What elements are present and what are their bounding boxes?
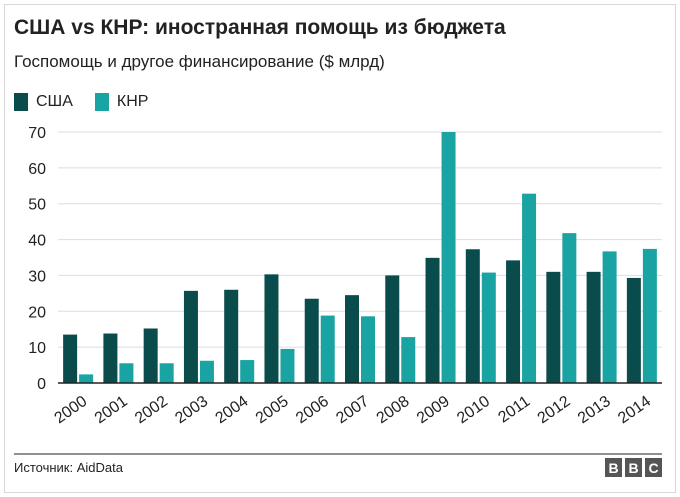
- x-tick-label: 2004: [213, 393, 252, 427]
- bar-china: [642, 248, 657, 383]
- x-tick-label: 2007: [333, 393, 372, 427]
- legend-swatch-china: [94, 93, 109, 111]
- bar-usa: [224, 289, 239, 383]
- bar-china: [79, 374, 94, 383]
- bar-china: [481, 272, 496, 383]
- x-tick-label: 2009: [414, 393, 453, 427]
- bar-china: [562, 233, 577, 383]
- bar-usa: [626, 277, 641, 383]
- x-tick-label: 2008: [374, 393, 413, 427]
- x-tick-label: 2010: [454, 393, 493, 427]
- y-tick-label: 70: [28, 125, 46, 142]
- legend-label-china: КНР: [116, 93, 149, 110]
- source-note: Источник: AidData: [14, 460, 123, 475]
- x-tick-label: 2006: [293, 393, 332, 427]
- bar-usa: [465, 249, 480, 383]
- x-tick-label: 2001: [92, 393, 131, 427]
- y-tick-label: 20: [28, 304, 46, 321]
- bar-china: [361, 316, 375, 383]
- bar-usa: [506, 260, 521, 383]
- x-tick-label: 2000: [51, 393, 90, 427]
- y-tick-label: 50: [28, 197, 46, 214]
- bar-usa: [63, 334, 78, 383]
- bar-usa: [345, 295, 359, 383]
- chart-title: США vs КНР: иностранная помощь из бюджет…: [14, 16, 506, 39]
- bar-usa: [304, 298, 319, 383]
- bar-china: [280, 348, 295, 383]
- bar-usa: [183, 290, 198, 383]
- bar-usa: [546, 271, 561, 383]
- bar-china: [199, 360, 214, 383]
- x-tick-label: 2011: [495, 393, 533, 427]
- bar-china: [320, 315, 335, 383]
- x-tick-label: 2013: [575, 393, 614, 427]
- y-tick-label: 10: [28, 340, 46, 357]
- bbc-logo-letter: B: [625, 458, 642, 477]
- bar-usa: [264, 274, 279, 383]
- legend: США КНР: [14, 92, 170, 112]
- y-tick-label: 40: [28, 233, 46, 250]
- bar-china: [441, 132, 456, 383]
- x-tick-label: 2012: [535, 393, 574, 427]
- bar-china: [401, 337, 416, 383]
- bar-china: [240, 360, 255, 383]
- legend-swatch-usa: [14, 93, 28, 111]
- legend-item-usa: США: [14, 93, 73, 111]
- bar-usa: [103, 333, 118, 383]
- y-tick-label: 60: [28, 161, 46, 178]
- legend-item-china: КНР: [94, 93, 149, 111]
- chart-subtitle: Госпомощь и другое финансирование ($ млр…: [14, 52, 385, 71]
- x-tick-label: 2014: [615, 393, 654, 427]
- x-tick-label: 2005: [253, 393, 292, 427]
- bar-china: [602, 251, 617, 383]
- legend-label-usa: США: [36, 93, 73, 110]
- bbc-logo-letter: B: [605, 458, 622, 477]
- y-tick-label: 30: [28, 268, 46, 285]
- bar-usa: [425, 257, 440, 383]
- x-tick-label: 2002: [132, 393, 171, 427]
- bar-usa: [385, 275, 400, 383]
- bar-usa: [143, 328, 158, 383]
- bbc-logo: B B C: [602, 458, 662, 477]
- bar-china: [159, 363, 174, 383]
- bar-china: [522, 193, 537, 383]
- bbc-logo-letter: C: [645, 458, 662, 477]
- bar-usa: [586, 271, 601, 383]
- bar-china: [119, 363, 134, 383]
- x-tick-label: 2003: [172, 393, 211, 427]
- y-tick-label: 0: [37, 376, 46, 393]
- chart-frame: [4, 4, 676, 493]
